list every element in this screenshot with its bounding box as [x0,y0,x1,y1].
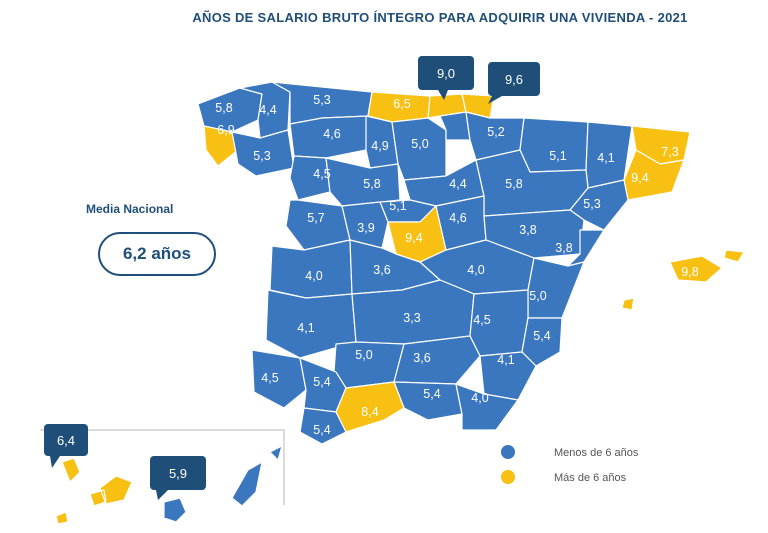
callout-value-tenerife: 6,4 [57,433,75,448]
callout-value-bizkaia: 9,0 [437,66,455,81]
national-average-badge: 6,2 años [98,232,216,276]
province-value-toledo: 3,6 [373,263,390,277]
province-almeria [455,383,519,431]
province-value-madrid: 9,4 [405,231,422,245]
legend-swatch-1 [501,470,515,484]
province-value-tarragona: 5,3 [583,197,600,211]
province-zamora [289,155,331,201]
province-value-zamora: 4,5 [313,167,330,181]
province-value-alicante: 5,4 [533,329,550,343]
callout-las-palmas: 5,9 [150,456,206,500]
province-value-girona: 7,3 [661,145,678,159]
province-value-navarra: 5,2 [487,125,504,139]
province-value-huelva: 4,5 [261,371,278,385]
province-value-zaragoza: 5,8 [505,177,522,191]
callout-box-tenerife [44,424,88,456]
province-huelva [251,349,307,409]
province-valladolid [325,157,401,207]
province-pontevedra [203,125,239,167]
legend-swatch-0 [501,445,515,459]
province-value-valencia: 5,0 [529,289,546,303]
province-alicante [521,317,563,367]
province-value-guadalajara: 4,6 [449,211,466,225]
callout-gipuzkoa: 9,6 [488,62,540,104]
callout-pointer-gipuzkoa [488,96,502,104]
province-value-cantabria: 6,5 [393,97,410,111]
callout-pointer-bizkaia [438,90,448,100]
province-value-segovia: 5,1 [389,199,406,213]
province-value-a-coruna: 5,8 [215,101,232,115]
province-value-almeria: 4,0 [471,391,488,405]
legend-label-0: Menos de 6 años [554,447,639,459]
callout-box-gipuzkoa [488,62,540,96]
province-value-albacete: 4,5 [473,313,490,327]
province-value-cuenca: 4,0 [467,263,484,277]
province-value-burgos: 5,0 [411,137,428,151]
province-value-lleida: 4,1 [597,151,614,165]
callout-box-bizkaia [418,56,474,90]
callout-box-las-palmas [150,456,206,490]
province-value-ourense: 5,3 [253,149,270,163]
province-value-murcia: 4,1 [497,353,514,367]
callout-bizkaia: 9,0 [418,56,474,100]
callout-tenerife: 6,4 [44,424,88,468]
province-tenerife-isl [55,457,133,525]
province-value-avila: 3,9 [357,221,374,235]
province-value-cordoba: 5,0 [355,348,372,362]
national-average-value: 6,2 años [122,244,192,263]
legend-label-1: Más de 6 años [554,472,627,484]
province-value-badajoz: 4,1 [297,321,314,335]
province-value-baleares: 9,8 [681,265,698,279]
province-value-asturias: 5,3 [313,93,330,107]
canary-islands-inset [40,429,285,505]
province-value-granada: 5,4 [423,387,440,401]
province-value-lugo: 4,4 [259,103,276,117]
callout-pointer-las-palmas [156,490,168,500]
province-value-huesca: 5,1 [549,149,566,163]
map-title: AÑOS DE SALARIO BRUTO ÍNTEGRO PARA ADQUI… [192,10,688,25]
callout-value-gipuzkoa: 9,6 [505,72,523,87]
province-cadiz [299,407,347,445]
province-value-cadiz: 5,4 [313,423,330,437]
province-value-alava: 5,3 [451,143,468,157]
province-value-jaen: 3,6 [413,351,430,365]
province-value-teruel: 3,8 [519,223,536,237]
province-value-ciudad-real: 3,3 [403,311,420,325]
province-valencia [527,257,585,319]
province-value-barcelona: 9,4 [631,171,648,185]
province-murcia [479,351,537,401]
callout-value-las-palmas: 5,9 [169,466,187,481]
province-value-soria: 4,4 [449,177,466,191]
province-palmas-isl [163,445,283,523]
callout-pointer-tenerife [50,456,60,468]
province-baleares [621,249,745,311]
province-value-pontevedra: 6,9 [217,123,234,137]
province-value-sevilla: 5,4 [313,375,330,389]
province-huesca [519,117,589,173]
province-jaen [393,335,481,385]
province-value-caceres: 4,0 [305,269,322,283]
national-average-label: Media Nacional [86,202,174,216]
province-alava [439,111,471,141]
province-value-salamanca: 5,7 [307,211,324,225]
province-value-malaga: 8,4 [361,405,378,419]
province-value-palencia: 4,9 [371,139,388,153]
province-value-castellon: 3,8 [555,241,572,255]
province-value-leon: 4,6 [323,127,340,141]
province-value-valladolid: 5,8 [363,177,380,191]
province-avila [341,201,389,249]
